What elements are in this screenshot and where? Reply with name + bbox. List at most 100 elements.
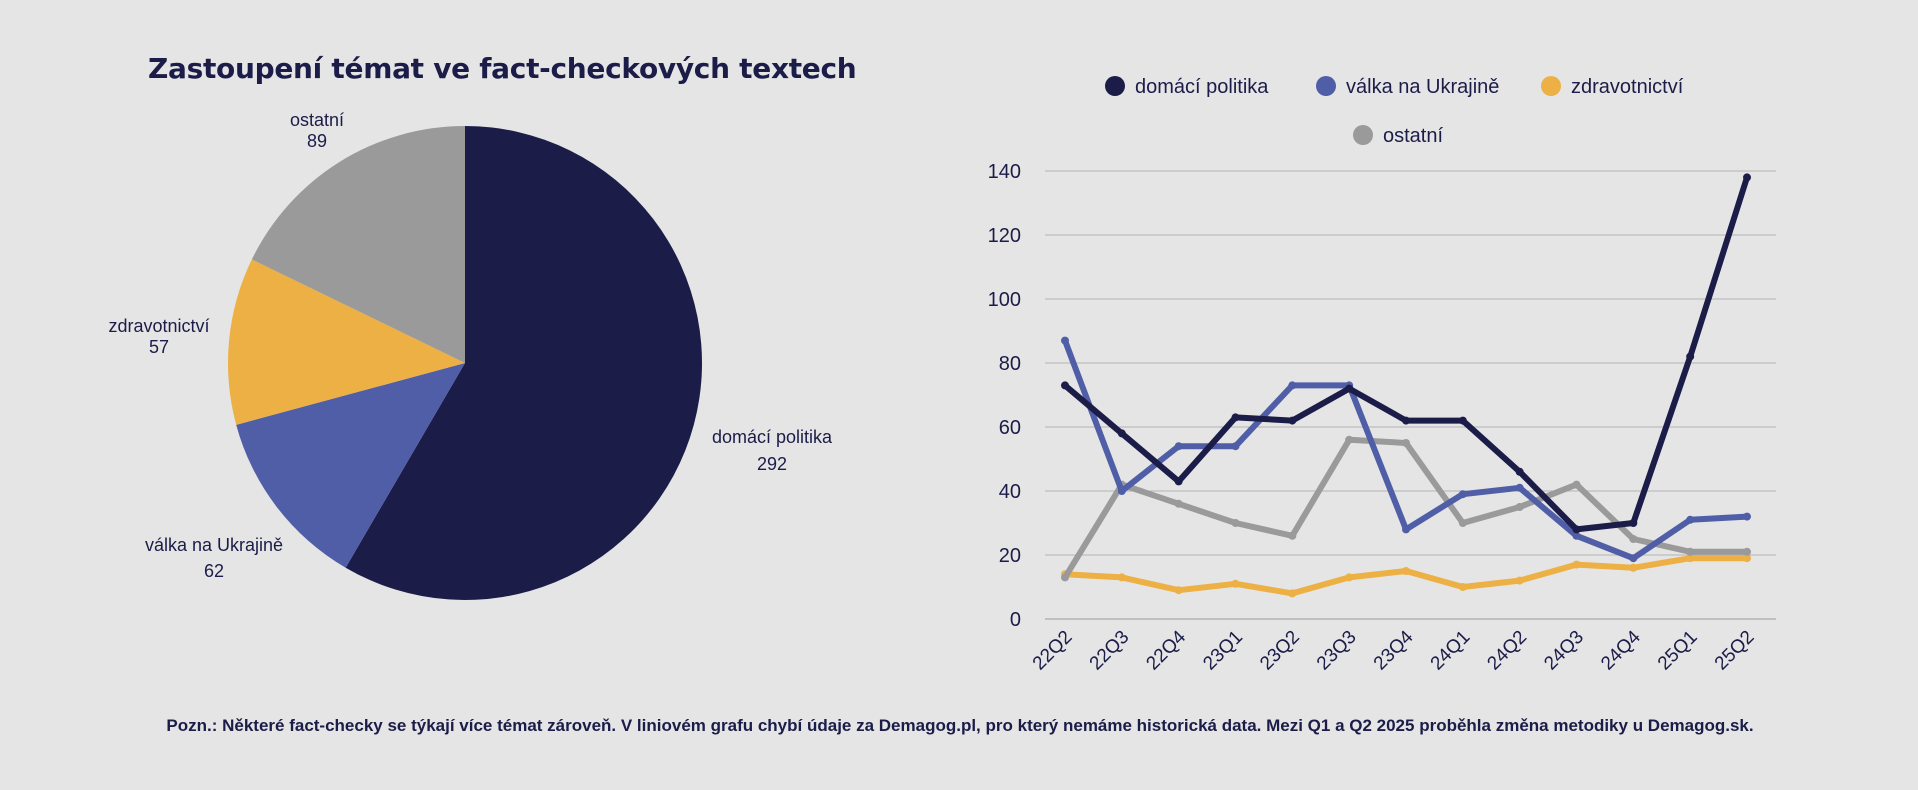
data-point-ostatni <box>1288 531 1297 540</box>
data-point-domaci-politika <box>1117 429 1126 438</box>
data-point-ostatni <box>1458 519 1467 527</box>
legend-item-domaci-politika: domácí politika <box>1105 76 1269 98</box>
pie-label-zdravotnictvi: zdravotnictví <box>108 316 209 336</box>
data-point-zdravotnictvi <box>1629 563 1638 572</box>
y-tick-label: 0 <box>1010 609 1021 631</box>
pie-label-ostatni: ostatní <box>290 110 344 130</box>
legend-label: zdravotnictví <box>1571 76 1684 98</box>
series-line-ostatni <box>1062 436 1750 581</box>
pie-slice-valka-na-ukrajine <box>236 363 465 568</box>
data-point-valka-na-ukrajine <box>1402 525 1410 534</box>
y-tick-label: 100 <box>988 289 1021 311</box>
data-point-domaci-politika <box>1402 416 1410 425</box>
data-point-valka-na-ukrajine <box>1572 531 1581 540</box>
data-point-ostatni <box>1345 435 1354 444</box>
x-tick-label: 23Q2 <box>1256 627 1304 675</box>
pie-value-zdravotnictvi: 57 <box>149 337 169 357</box>
legend-item-ostatni: ostatní <box>1353 125 1443 147</box>
pie-label-valka-na-ukrajine: válka na Ukrajině <box>145 535 283 555</box>
data-point-valka-na-ukrajine <box>1458 490 1467 499</box>
legend-label: válka na Ukrajině <box>1346 76 1499 98</box>
data-point-valka-na-ukrajine <box>1231 442 1240 451</box>
data-point-ostatni <box>1231 519 1240 527</box>
y-tick-label: 60 <box>999 417 1021 439</box>
data-point-domaci-politika <box>1231 413 1240 422</box>
data-point-valka-na-ukrajine <box>1061 336 1069 345</box>
pie-chart: domácí politika 292 válka na Ukrajině 62 zdr… <box>108 110 833 600</box>
data-point-domaci-politika <box>1515 467 1524 476</box>
data-point-ostatni <box>1402 439 1410 447</box>
y-tick-label: 140 <box>988 161 1021 183</box>
data-point-valka-na-ukrajine <box>1117 487 1126 495</box>
data-point-zdravotnictvi <box>1174 586 1183 595</box>
y-tick-label: 20 <box>999 545 1021 567</box>
legend-item-valka-na-ukrajine: válka na Ukrajině <box>1316 76 1499 98</box>
pie-label-domaci-politika: domácí politika <box>712 427 833 447</box>
legend-label: ostatní <box>1383 125 1443 147</box>
data-point-zdravotnictvi <box>1288 589 1297 598</box>
pie-slice-ostatni <box>251 126 465 363</box>
data-point-valka-na-ukrajine <box>1629 554 1638 563</box>
pie-value-valka-na-ukrajine: 62 <box>204 561 224 581</box>
pie-value-ostatni: 89 <box>307 131 327 151</box>
data-point-domaci-politika <box>1458 416 1467 425</box>
data-point-ostatni <box>1061 573 1069 582</box>
x-tick-label: 24Q3 <box>1540 627 1588 675</box>
pie-chart-title: Zastoupení témat ve fact-checkových text… <box>148 52 857 85</box>
data-point-domaci-politika <box>1174 477 1183 486</box>
data-point-valka-na-ukrajine <box>1288 381 1297 390</box>
data-point-ostatni <box>1572 480 1581 489</box>
data-point-ostatni <box>1629 535 1638 543</box>
x-tick-label: 23Q3 <box>1313 627 1361 675</box>
data-point-zdravotnictvi <box>1231 579 1240 588</box>
data-point-domaci-politika <box>1629 519 1638 527</box>
legend-marker <box>1353 125 1373 145</box>
footnote: Pozn.: Některé fact-checky se týkají víc… <box>166 716 1754 735</box>
data-point-domaci-politika <box>1686 352 1695 361</box>
legend-marker <box>1105 76 1125 96</box>
data-point-domaci-politika <box>1345 384 1354 393</box>
x-tick-label: 25Q1 <box>1654 627 1702 675</box>
pie-slice-zdravotnictvi <box>227 259 465 425</box>
x-tick-label: 22Q4 <box>1142 626 1190 674</box>
data-point-zdravotnictvi <box>1458 583 1467 591</box>
x-tick-label: 24Q4 <box>1597 626 1645 674</box>
series-line-zdravotnictvi <box>1062 555 1750 597</box>
pie-slice-domaci-politika <box>345 126 702 600</box>
x-tick-label: 25Q2 <box>1711 627 1759 675</box>
data-point-zdravotnictvi <box>1743 554 1751 563</box>
x-tick-label: 23Q1 <box>1199 627 1247 675</box>
data-point-zdravotnictvi <box>1345 573 1354 582</box>
data-point-domaci-politika <box>1572 525 1581 534</box>
legend-marker <box>1316 76 1336 96</box>
data-point-valka-na-ukrajine <box>1515 483 1524 492</box>
data-point-zdravotnictvi <box>1117 573 1126 582</box>
x-tick-label: 23Q4 <box>1370 626 1418 674</box>
data-point-ostatni <box>1743 547 1751 556</box>
x-tick-label: 24Q2 <box>1483 627 1531 675</box>
data-point-zdravotnictvi <box>1686 554 1695 563</box>
y-tick-label: 40 <box>999 481 1021 503</box>
data-point-ostatni <box>1174 499 1183 508</box>
data-point-domaci-politika <box>1743 173 1751 182</box>
y-tick-label: 120 <box>988 225 1021 247</box>
data-point-domaci-politika <box>1288 416 1297 425</box>
x-tick-label: 24Q1 <box>1427 627 1475 675</box>
legend-item-zdravotnictvi: zdravotnictví <box>1541 76 1684 98</box>
data-point-zdravotnictvi <box>1515 576 1524 585</box>
data-point-zdravotnictvi <box>1402 567 1410 575</box>
x-tick-label: 22Q3 <box>1086 627 1134 675</box>
legend-label: domácí politika <box>1135 76 1269 98</box>
y-tick-label: 80 <box>999 353 1021 375</box>
pie-value-domaci-politika: 292 <box>757 454 787 474</box>
series-line-domaci-politika <box>1062 174 1750 533</box>
data-point-valka-na-ukrajine <box>1174 442 1183 451</box>
data-point-domaci-politika <box>1061 381 1069 390</box>
data-point-zdravotnictvi <box>1572 560 1581 569</box>
data-point-ostatni <box>1515 503 1524 511</box>
data-point-ostatni <box>1686 547 1695 556</box>
x-tick-label: 22Q2 <box>1029 627 1077 675</box>
data-point-valka-na-ukrajine <box>1743 512 1751 521</box>
data-point-valka-na-ukrajine <box>1686 515 1695 524</box>
